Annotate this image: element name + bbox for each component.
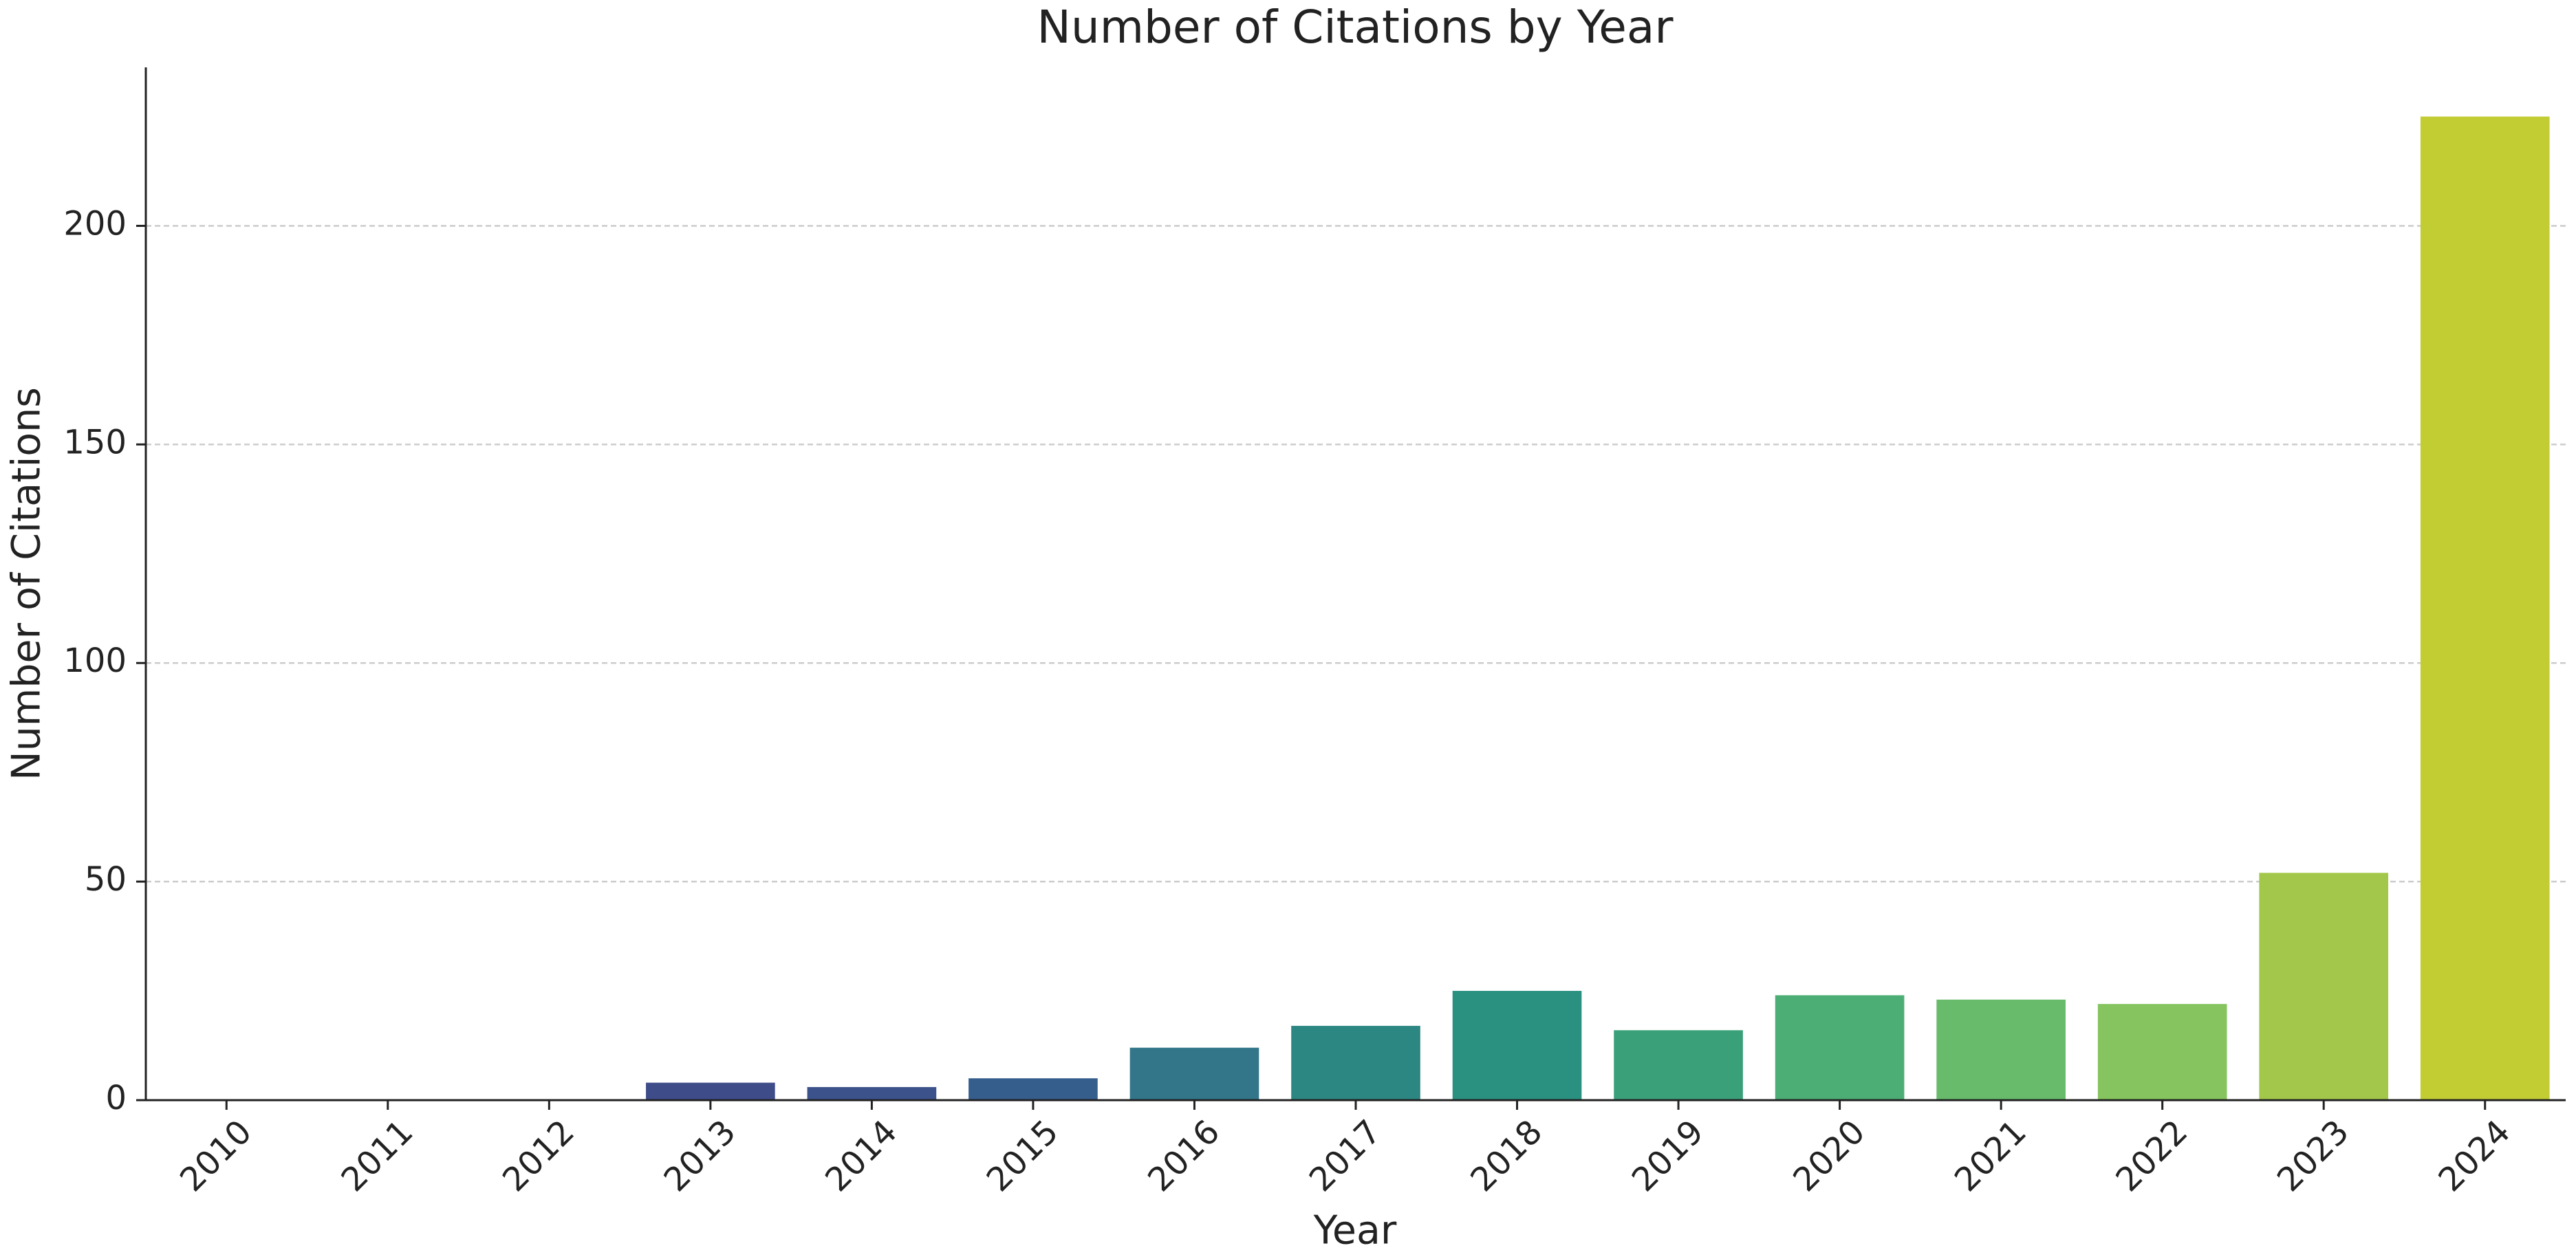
- x-tick-label: 2011: [334, 1113, 421, 1199]
- x-tick-label: 2014: [818, 1113, 905, 1199]
- x-tick-label: 2022: [2108, 1113, 2195, 1199]
- x-tick-label: 2010: [173, 1113, 259, 1199]
- x-tick-label: 2021: [1947, 1113, 2034, 1199]
- bar: [646, 1082, 775, 1100]
- x-tick-label: 2023: [2270, 1113, 2357, 1199]
- y-axis-label: Number of Citations: [4, 387, 50, 780]
- bar: [1291, 1025, 1420, 1100]
- bar: [2097, 1004, 2227, 1100]
- x-tick-label: 2020: [1786, 1113, 1872, 1199]
- bar: [1775, 995, 1905, 1100]
- x-tick-label: 2015: [979, 1113, 1066, 1199]
- y-tick-label: 150: [63, 423, 127, 461]
- bar: [968, 1078, 1098, 1100]
- y-tick-label: 0: [105, 1079, 127, 1117]
- x-tick-label: 2018: [1463, 1113, 1550, 1199]
- y-tick-label: 50: [85, 860, 127, 899]
- x-tick-label: 2013: [657, 1113, 744, 1199]
- x-tick-label: 2016: [1140, 1113, 1227, 1199]
- bar: [2259, 873, 2389, 1100]
- bar: [807, 1086, 937, 1100]
- bar: [1614, 1030, 1743, 1100]
- bar: [1452, 991, 1582, 1100]
- bar: [1936, 999, 2066, 1100]
- bar: [2420, 116, 2550, 1100]
- y-tick-label: 100: [63, 642, 127, 680]
- chart-title: Number of Citations by Year: [1037, 1, 1674, 54]
- x-tick-label: 2012: [495, 1113, 582, 1199]
- bar: [1129, 1047, 1259, 1100]
- y-tick-label: 200: [63, 204, 127, 243]
- x-tick-label: 2024: [2431, 1113, 2518, 1199]
- x-tick-label: 2019: [1625, 1113, 1711, 1199]
- x-axis-label: Year: [1313, 1208, 1397, 1253]
- x-tick-label: 2017: [1302, 1113, 1389, 1199]
